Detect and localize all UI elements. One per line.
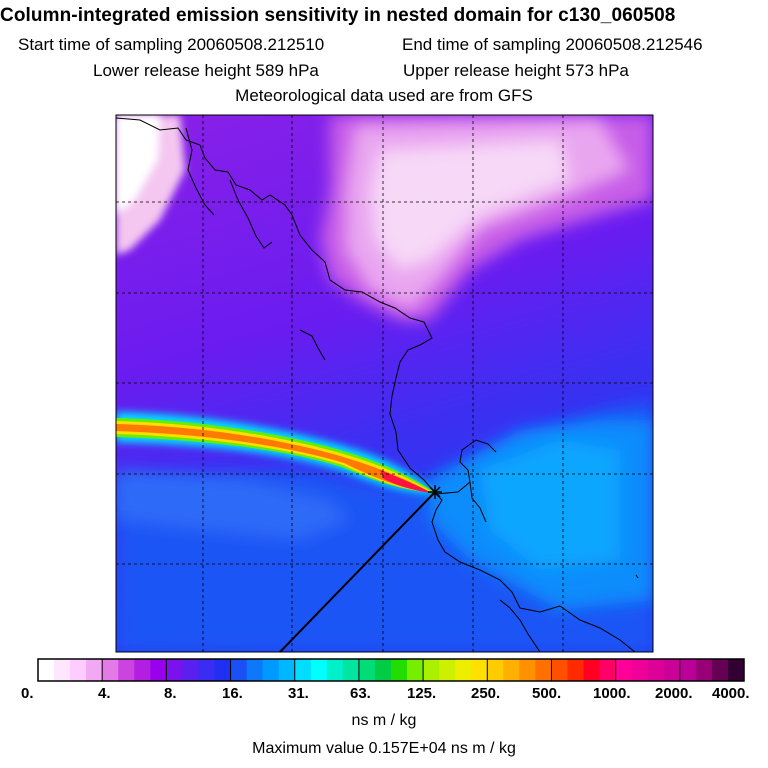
sensitivity-field [116,115,653,652]
colorbar-cell [182,659,199,681]
colorbar-cell [70,659,87,681]
map-frame [115,114,654,653]
colorbar-cell [294,659,312,681]
colorbar-cell [54,659,71,681]
colorbar-cell [631,659,649,681]
colorbar-cell [166,659,183,681]
tick-label: 4000. [712,685,750,702]
tick-label: 1000. [593,685,631,702]
colorbar-cell [583,659,601,681]
colorbar-cell [102,659,119,681]
colorbar-cell [471,659,488,681]
colorbar-cell [150,659,167,681]
tick-label: 250. [471,685,501,702]
start-time-label: Start time of sampling 20060508.212510 [18,35,325,54]
tick-label: 2000. [655,685,693,702]
colorbar-cell [391,659,408,681]
upper-release-label: Upper release height 573 hPa [403,61,629,80]
colorbar-cell [535,659,552,681]
coastline [116,117,639,652]
flight-track [279,491,436,653]
colorbar-cell [615,659,633,681]
tick-label: 8. [164,685,177,702]
colorbar-cell [246,659,264,681]
colorbar-cell [439,659,456,681]
colorbar-cell [711,659,729,681]
colorbar-cell [134,659,151,681]
colorbar-cell [86,659,103,681]
colorbar-cell [326,659,344,681]
colorbar-cell [358,659,376,681]
colorbar-cell [374,659,392,681]
colorbar-cell [342,659,360,681]
lower-release-label: Lower release height 589 hPa [93,61,319,80]
tick-label: 500. [532,685,562,702]
tick-label: 16. [222,685,243,702]
colorbar-cell [599,659,617,681]
colorbar-cell [487,659,504,681]
tick-label: 63. [350,685,371,702]
maximum-value-label: Maximum value 0.157E+04 ns m / kg [252,740,516,757]
colorbar-cell [663,659,681,681]
colorbar-cell [423,659,440,681]
colorbar-units: ns m / kg [351,712,417,729]
colorbar-cell [214,659,232,681]
tick-label: 4. [98,685,111,702]
plot-title: Column-integrated emission sensitivity i… [0,5,676,26]
colorbar-cell [38,659,55,681]
colorbar-cell [679,659,697,681]
colorbar-cell [310,659,328,681]
colorbar-cell [551,659,568,681]
colorbar-cell [262,659,280,681]
met-data-label: Meteorological data used are from GFS [235,86,533,105]
colorbar-frame [37,658,745,682]
colorbar-cell [695,659,713,681]
colorbar-cell [567,659,585,681]
colorbar-cell [198,659,215,681]
colorbar-cell [503,659,520,681]
colorbar-cell [519,659,536,681]
tick-label: 0. [21,685,34,702]
colorbar-cell [647,659,665,681]
colorbar-cell [407,659,424,681]
tick-label: 125. [407,685,437,702]
colorbar-cell [118,659,135,681]
colorbar-cell [278,659,296,681]
end-time-label: End time of sampling 20060508.212546 [402,35,703,54]
colorbar-cell [230,659,248,681]
colorbar [37,658,745,682]
tick-label: 31. [288,685,309,702]
colorbar-cell [455,659,472,681]
colorbar-cell [727,659,745,681]
